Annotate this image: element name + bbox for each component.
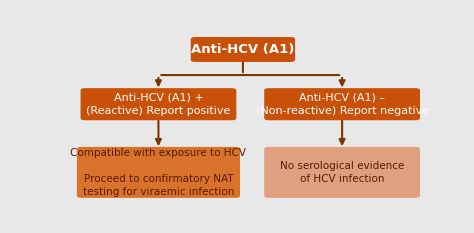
- Text: No serological evidence
of HCV infection: No serological evidence of HCV infection: [280, 161, 404, 184]
- FancyBboxPatch shape: [81, 88, 237, 120]
- FancyBboxPatch shape: [264, 88, 420, 120]
- Text: Compatible with exposure to HCV

Proceed to confirmatory NAT
testing for viraemi: Compatible with exposure to HCV Proceed …: [71, 147, 246, 197]
- FancyBboxPatch shape: [77, 147, 240, 198]
- Text: Anti-HCV (A1): Anti-HCV (A1): [191, 43, 295, 56]
- Text: Anti-HCV (A1) –
(Non-reactive) Report negative: Anti-HCV (A1) – (Non-reactive) Report ne…: [255, 93, 428, 116]
- FancyBboxPatch shape: [264, 147, 420, 198]
- Text: Anti-HCV (A1) +
(Reactive) Report positive: Anti-HCV (A1) + (Reactive) Report positi…: [86, 93, 231, 116]
- FancyBboxPatch shape: [191, 37, 295, 62]
